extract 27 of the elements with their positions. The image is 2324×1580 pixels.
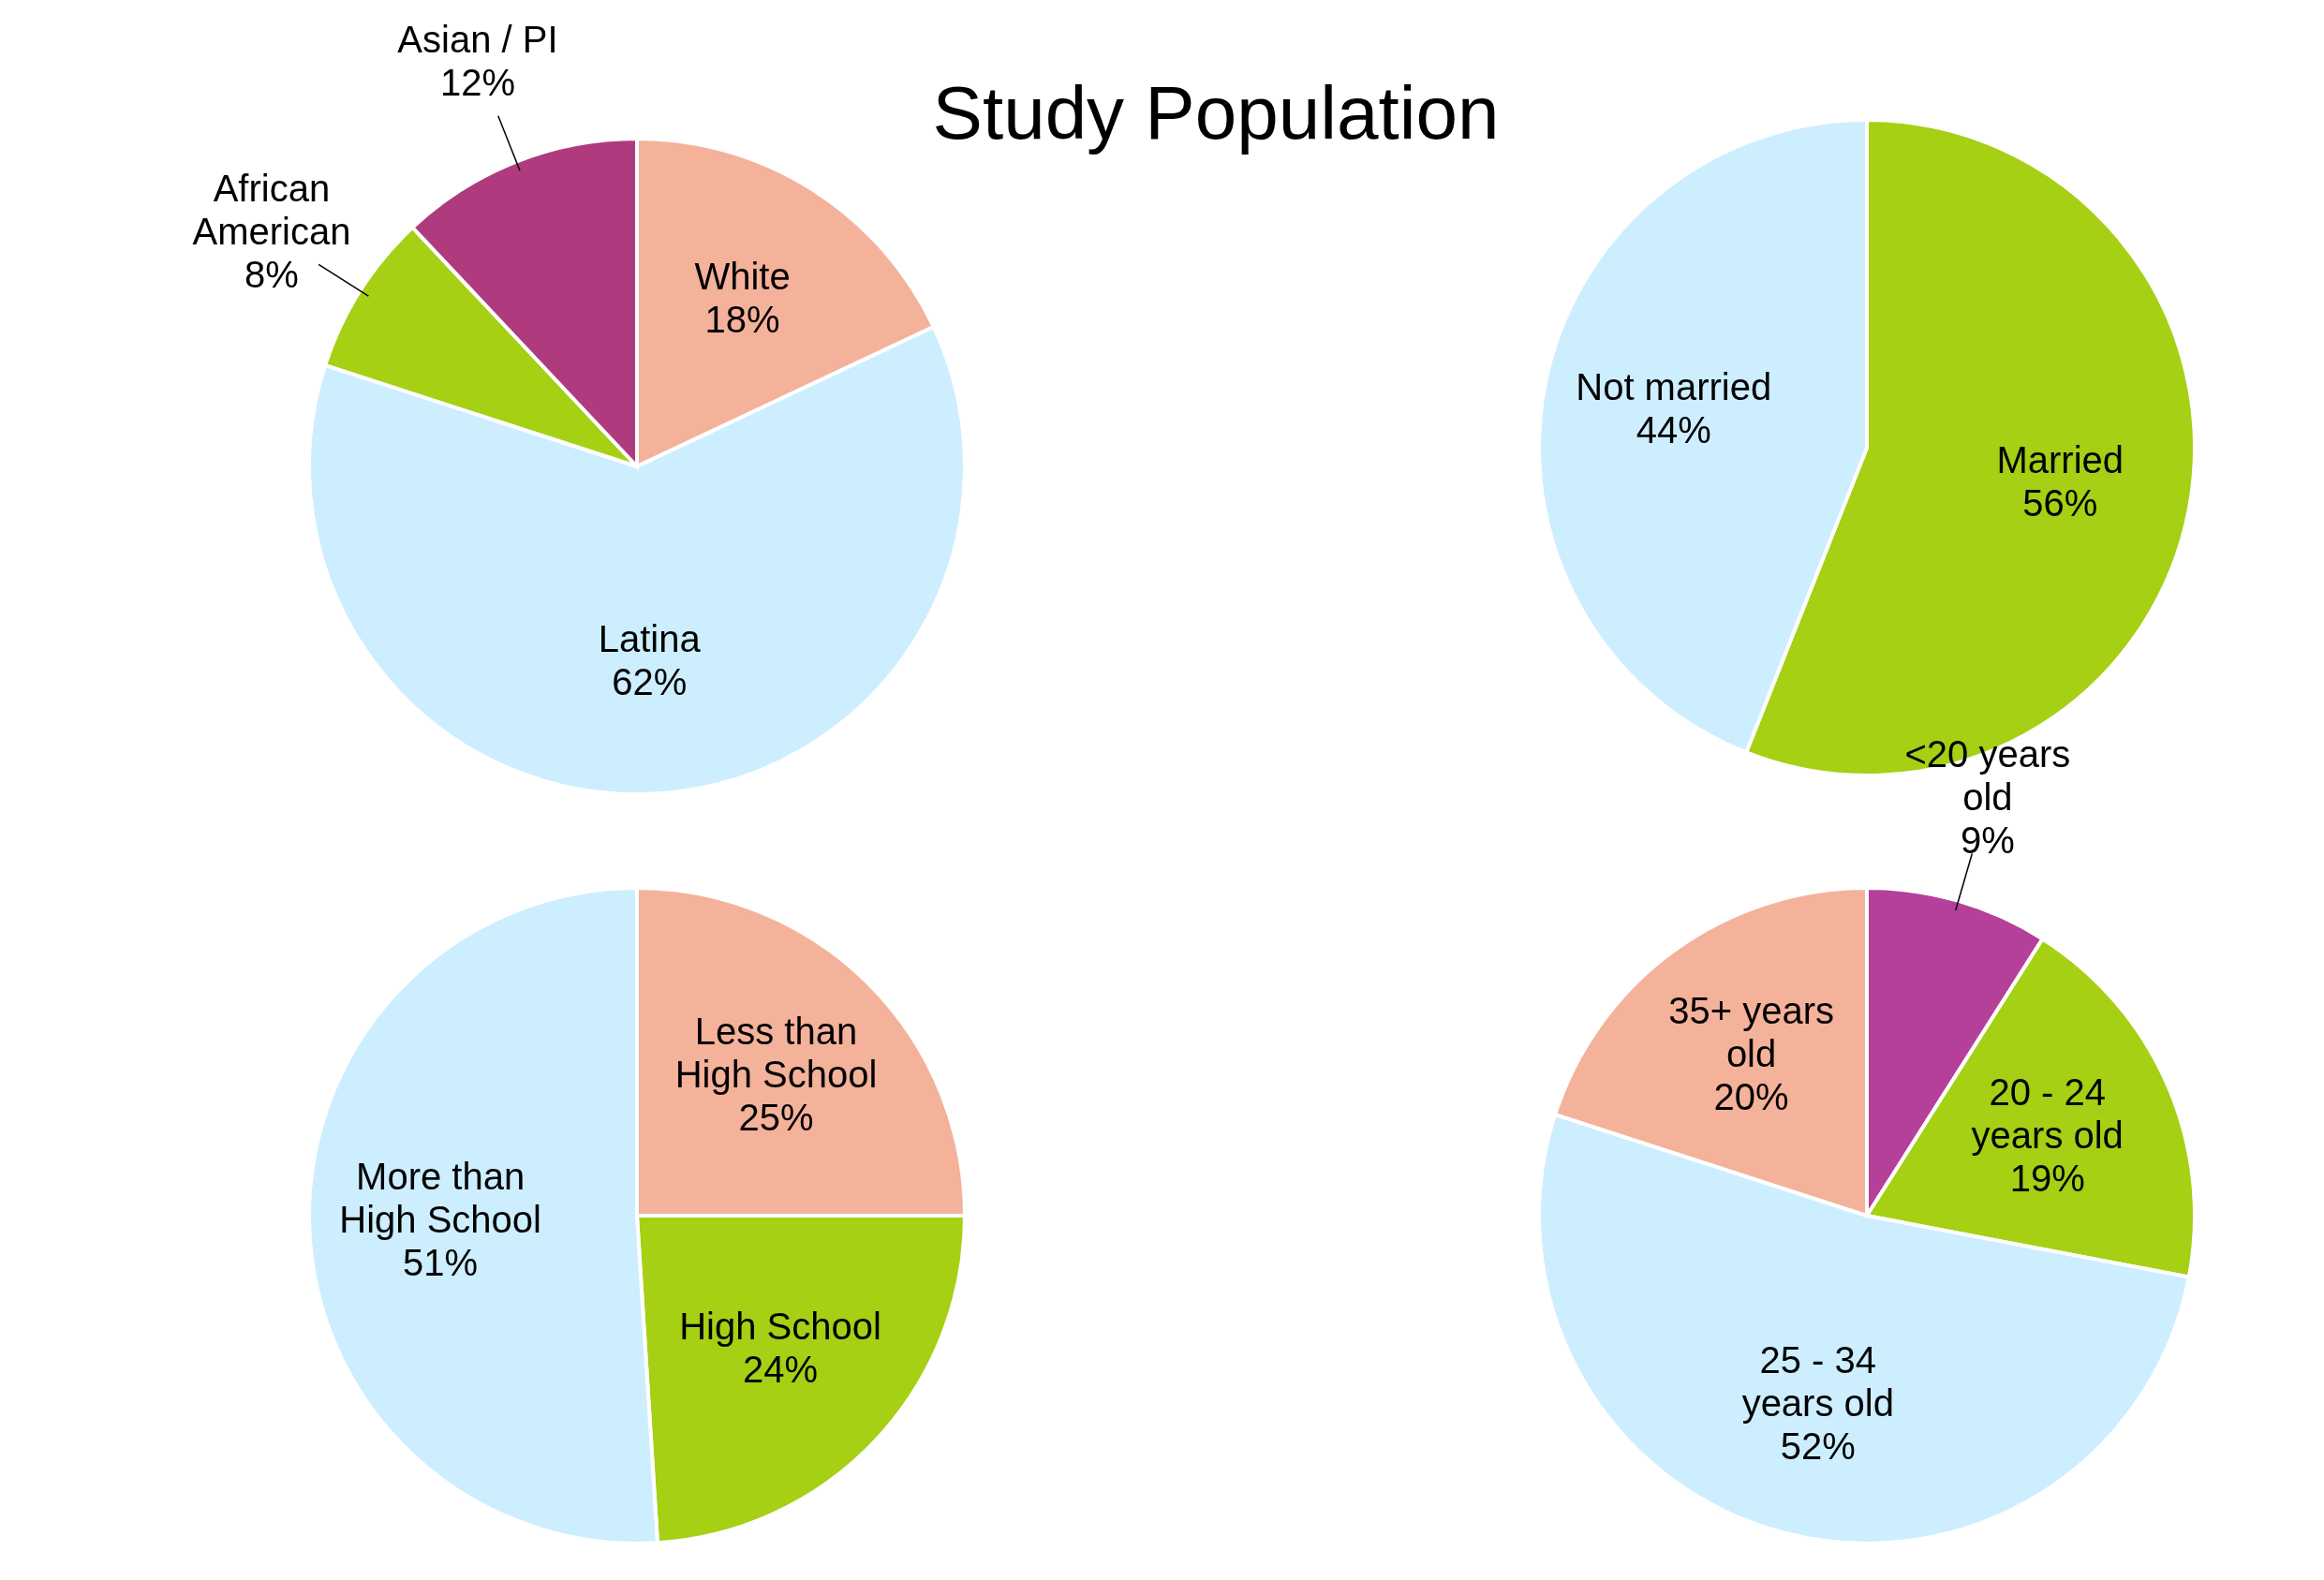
data-label: 20% (1713, 1076, 1789, 1118)
slice-label: 20 - 24 years old (1971, 1071, 2124, 1156)
slice-label: Married (1996, 439, 2124, 481)
data-label: 25% (738, 1096, 814, 1138)
slice-label: Not married (1576, 365, 1772, 407)
data-label: 12% (439, 62, 515, 104)
slice-label: Latina (598, 617, 702, 659)
data-label: 44% (1636, 408, 1711, 450)
data-label: 51% (403, 1241, 479, 1283)
slice-label: <20 years old (1904, 733, 2071, 819)
data-label: 8% (244, 254, 299, 296)
slice-label: More than High School (339, 1155, 541, 1240)
slice-label: High School (679, 1305, 881, 1347)
slice-label: African American (192, 168, 351, 253)
slice-label: White (694, 255, 791, 297)
data-label: 56% (2022, 482, 2098, 524)
data-label: 52% (1780, 1425, 1856, 1468)
slice-label: 25 - 34 years old (1741, 1339, 1894, 1425)
data-label: 18% (704, 298, 780, 340)
slice-label: 35+ years old (1668, 990, 1834, 1075)
text: Study Population (932, 71, 1500, 155)
data-label: 62% (612, 660, 688, 702)
slice-label: Less than High School (674, 1010, 878, 1095)
data-label: 19% (2009, 1157, 2085, 1199)
data-label: 24% (743, 1348, 819, 1390)
data-label: 9% (1960, 820, 2015, 862)
slice-label: Asian / PI (397, 19, 558, 61)
